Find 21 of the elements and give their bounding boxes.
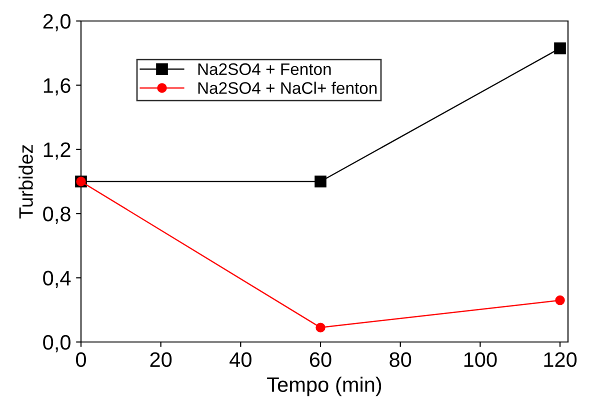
x-tick-label: 120 [544, 352, 577, 368]
y-tick-label: 0,4 [43, 270, 71, 288]
legend-label: Na2SO4 + NaCl+ fenton [198, 82, 377, 94]
x-tick-label: 0 [76, 352, 86, 368]
y-tick-label: 1,2 [44, 142, 70, 160]
point [554, 42, 566, 54]
x-tick-label: 60 [310, 352, 332, 368]
x-tick-label: 100 [464, 352, 497, 368]
y-axis-title: Turbidez [18, 145, 33, 219]
y-tick-label: 2,0 [43, 14, 70, 32]
y-tick-label: 1,6 [44, 78, 70, 96]
x-tick-label: 40 [230, 352, 252, 368]
x-tick-label: 80 [390, 352, 412, 368]
x-tick-label: 20 [150, 352, 172, 368]
legend-label: Na2SO4 + Fenton [198, 63, 331, 76]
point [555, 295, 565, 306]
x-axis-title: Tempo (min) [267, 376, 382, 396]
y-tick-label: 0,0 [43, 335, 70, 352]
y-tick-label: 0,8 [43, 206, 70, 224]
point [316, 322, 326, 332]
point [314, 176, 326, 188]
